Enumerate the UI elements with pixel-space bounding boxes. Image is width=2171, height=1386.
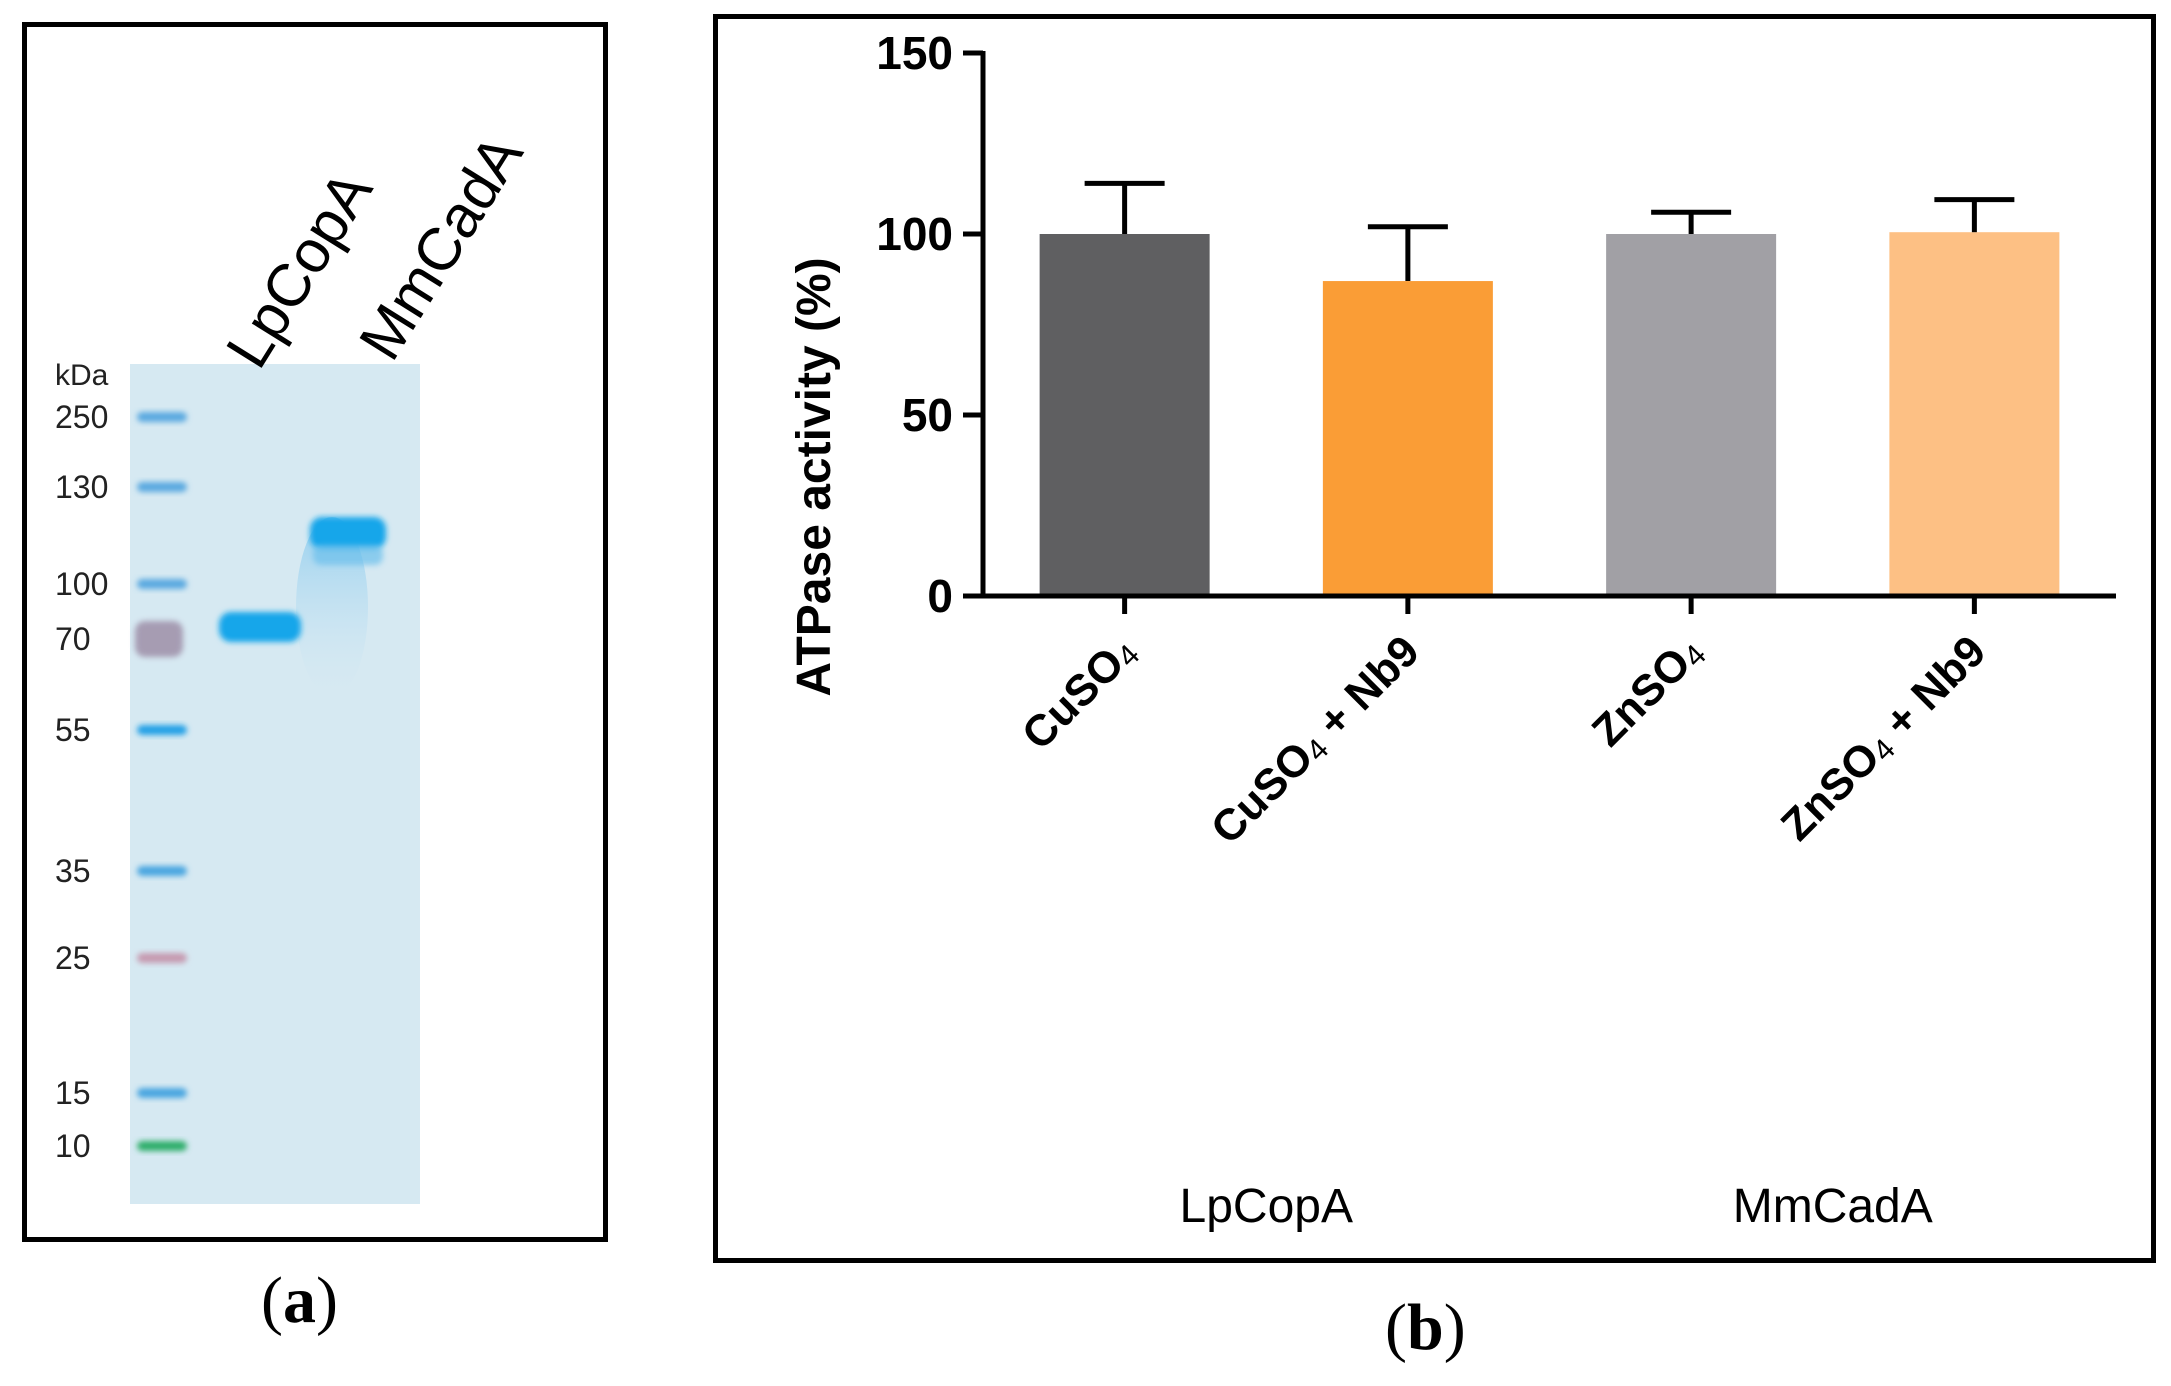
y-axis-label: ATPase activity (%) — [788, 257, 841, 696]
kda-label: kDa — [55, 359, 109, 392]
ladder-label-130: 130 — [55, 469, 108, 505]
panel-a-caption: (a) — [261, 1264, 338, 1337]
ladder-band-100 — [137, 579, 187, 589]
mmcada-band-shadow — [313, 545, 383, 565]
ladder-band-25 — [137, 953, 187, 963]
panel-b-caption: (b) — [1385, 1291, 1466, 1364]
x-label-base: CuSO — [1202, 732, 1323, 853]
bar-chart-panel: 0 50 100 150 ATPase activity (%) CuSO4 CuSO4… — [713, 14, 2156, 1263]
y-tick-label-50: 50 — [902, 389, 953, 441]
ladder-label-55: 55 — [55, 712, 91, 748]
y-tick-label-0: 0 — [927, 570, 953, 622]
bar-3 — [1889, 232, 2060, 596]
ladder-bands — [135, 412, 187, 1151]
lpcopa-band — [219, 612, 301, 642]
x-tick-label-2: ZnSO4 — [1583, 626, 1713, 756]
y-tick-label-100: 100 — [876, 208, 953, 260]
x-label-base: CuSO — [1013, 638, 1134, 759]
mmcada-band — [310, 517, 386, 549]
ladder-labels: 250 130 100 70 55 35 25 15 10 — [55, 399, 108, 1164]
x-tick-label-0: CuSO4 — [1013, 626, 1147, 760]
ladder-label-70: 70 — [55, 621, 91, 657]
ladder-label-35: 35 — [55, 853, 91, 889]
x-label-suffix: + Nb9 — [1867, 626, 1996, 755]
ladder-label-25: 25 — [55, 940, 91, 976]
ladder-band-250 — [137, 412, 187, 422]
ladder-band-35 — [137, 866, 187, 876]
lane-label-mmcada: MmCadA — [346, 123, 535, 371]
axes — [980, 51, 2116, 599]
lane-label-lpcopa: LpCopA — [213, 160, 385, 379]
ladder-label-10: 10 — [55, 1128, 91, 1164]
gel-panel: 250 130 100 70 55 35 25 15 10 kDa LpCopA MmCadA — [22, 22, 608, 1242]
error-bars — [1084, 180, 2015, 282]
bar-0 — [1039, 234, 1210, 596]
gel-figure: 250 130 100 70 55 35 25 15 10 kDa LpCopA MmCadA — [55, 123, 536, 1204]
ladder-label-250: 250 — [55, 399, 108, 435]
group-label-mmcada: MmCadA — [1733, 1180, 1933, 1233]
ladder-band-10 — [137, 1141, 187, 1151]
bar-1 — [1322, 281, 1493, 596]
ladder-band-15 — [137, 1088, 187, 1098]
gel-background — [130, 364, 420, 1204]
ladder-label-100: 100 — [55, 566, 108, 602]
bar-2 — [1606, 234, 1777, 596]
group-label-lpcopa: LpCopA — [1180, 1180, 1353, 1233]
y-tick-label-150: 150 — [876, 27, 953, 79]
x-tick-labels: CuSO4 CuSO4 + Nb9 ZnSO4 ZnSO4 + Nb9 — [1013, 626, 1996, 854]
ladder-band-55 — [137, 725, 187, 735]
y-ticks: 0 50 100 150 — [876, 27, 983, 622]
x-ticks — [1122, 596, 1977, 614]
x-label-suffix: + Nb9 — [1300, 626, 1429, 755]
x-tick-label-1: CuSO4 + Nb9 — [1202, 626, 1430, 854]
group-labels: LpCopA MmCadA — [1180, 1180, 1933, 1233]
bars — [1039, 232, 2060, 596]
x-tick-label-3: ZnSO4 + Nb9 — [1772, 626, 1996, 850]
ladder-band-70 — [135, 621, 183, 657]
ladder-band-130 — [137, 482, 187, 492]
ladder-label-15: 15 — [55, 1075, 91, 1111]
